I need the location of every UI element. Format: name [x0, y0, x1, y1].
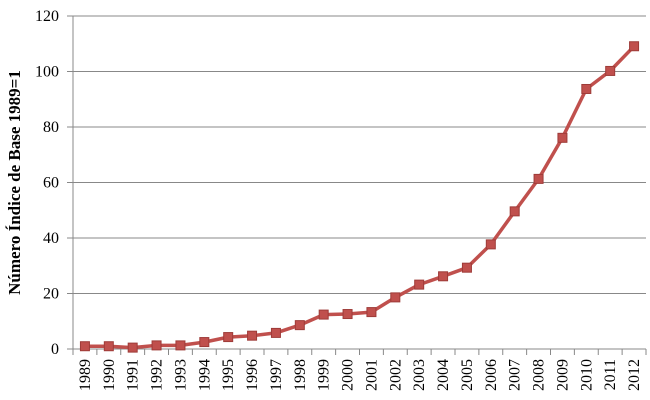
- data-point: [79, 341, 90, 352]
- data-point: [533, 173, 544, 184]
- data-point: [605, 65, 616, 76]
- data-point: [223, 332, 234, 343]
- tick-labels: 0 20 40 60 80 100 120 1989 1990 1991 1992 1993 1994 1…: [35, 8, 643, 391]
- data-point: [270, 327, 281, 338]
- y-tick-label: 0: [51, 341, 59, 358]
- y-tick-label: 120: [35, 8, 59, 25]
- x-tick-label: 1995: [220, 359, 237, 391]
- x-tick-label: 2001: [363, 359, 380, 391]
- data-point: [581, 83, 592, 94]
- x-tick-label: 1997: [268, 359, 285, 391]
- axes: [67, 15, 647, 355]
- x-tick-label: 1993: [172, 359, 189, 391]
- data-point: [127, 342, 138, 353]
- x-tick-label: 2009: [554, 359, 571, 391]
- data-point: [247, 330, 258, 341]
- x-tick-label: 1996: [244, 359, 261, 391]
- x-tick-label: 2008: [531, 359, 548, 391]
- data-point: [461, 262, 472, 273]
- x-tick-label: 2004: [435, 359, 452, 391]
- data-point: [629, 41, 640, 52]
- x-tick-label: 2005: [459, 359, 476, 391]
- x-tick-label: 2007: [507, 359, 524, 391]
- x-tick-label: 1998: [292, 359, 309, 391]
- y-tick-label: 40: [43, 230, 59, 247]
- x-tick-label: 1990: [101, 359, 118, 391]
- y-tick-label: 20: [43, 286, 59, 303]
- x-tick-label: 1994: [196, 359, 213, 391]
- x-tick-label: 1991: [125, 359, 142, 391]
- x-tick-label: 1992: [149, 359, 166, 391]
- x-tick-label: 2002: [387, 359, 404, 391]
- data-point: [342, 309, 353, 320]
- x-tick-label: 2000: [340, 359, 357, 391]
- data-point: [438, 271, 449, 282]
- y-tick-label: 60: [43, 175, 59, 192]
- x-tick-label: 2006: [483, 359, 500, 391]
- y-tick-label: 100: [35, 64, 59, 81]
- x-tick-label: 2010: [578, 359, 595, 391]
- y-axis-title: Número Índice de Base 1989=1: [5, 70, 24, 295]
- data-point: [175, 340, 186, 351]
- data-point: [103, 341, 114, 352]
- data-point: [390, 292, 401, 303]
- data-point: [318, 309, 329, 320]
- series-group: [79, 41, 640, 353]
- data-point: [414, 279, 425, 290]
- x-tick-label: 1989: [77, 359, 94, 391]
- data-point: [366, 307, 377, 318]
- x-tick-label: 2003: [411, 359, 428, 391]
- series-line: [84, 44, 636, 350]
- data-point: [294, 320, 305, 331]
- data-point: [485, 239, 496, 250]
- x-tick-label: 2012: [626, 359, 643, 391]
- data-point: [557, 132, 568, 143]
- x-tick-label: 1999: [316, 359, 333, 391]
- data-point: [509, 206, 520, 217]
- data-point: [151, 340, 162, 351]
- y-tick-label: 80: [43, 119, 59, 136]
- data-point: [199, 337, 210, 348]
- x-tick-label: 2011: [602, 359, 619, 390]
- gridlines: [73, 15, 646, 294]
